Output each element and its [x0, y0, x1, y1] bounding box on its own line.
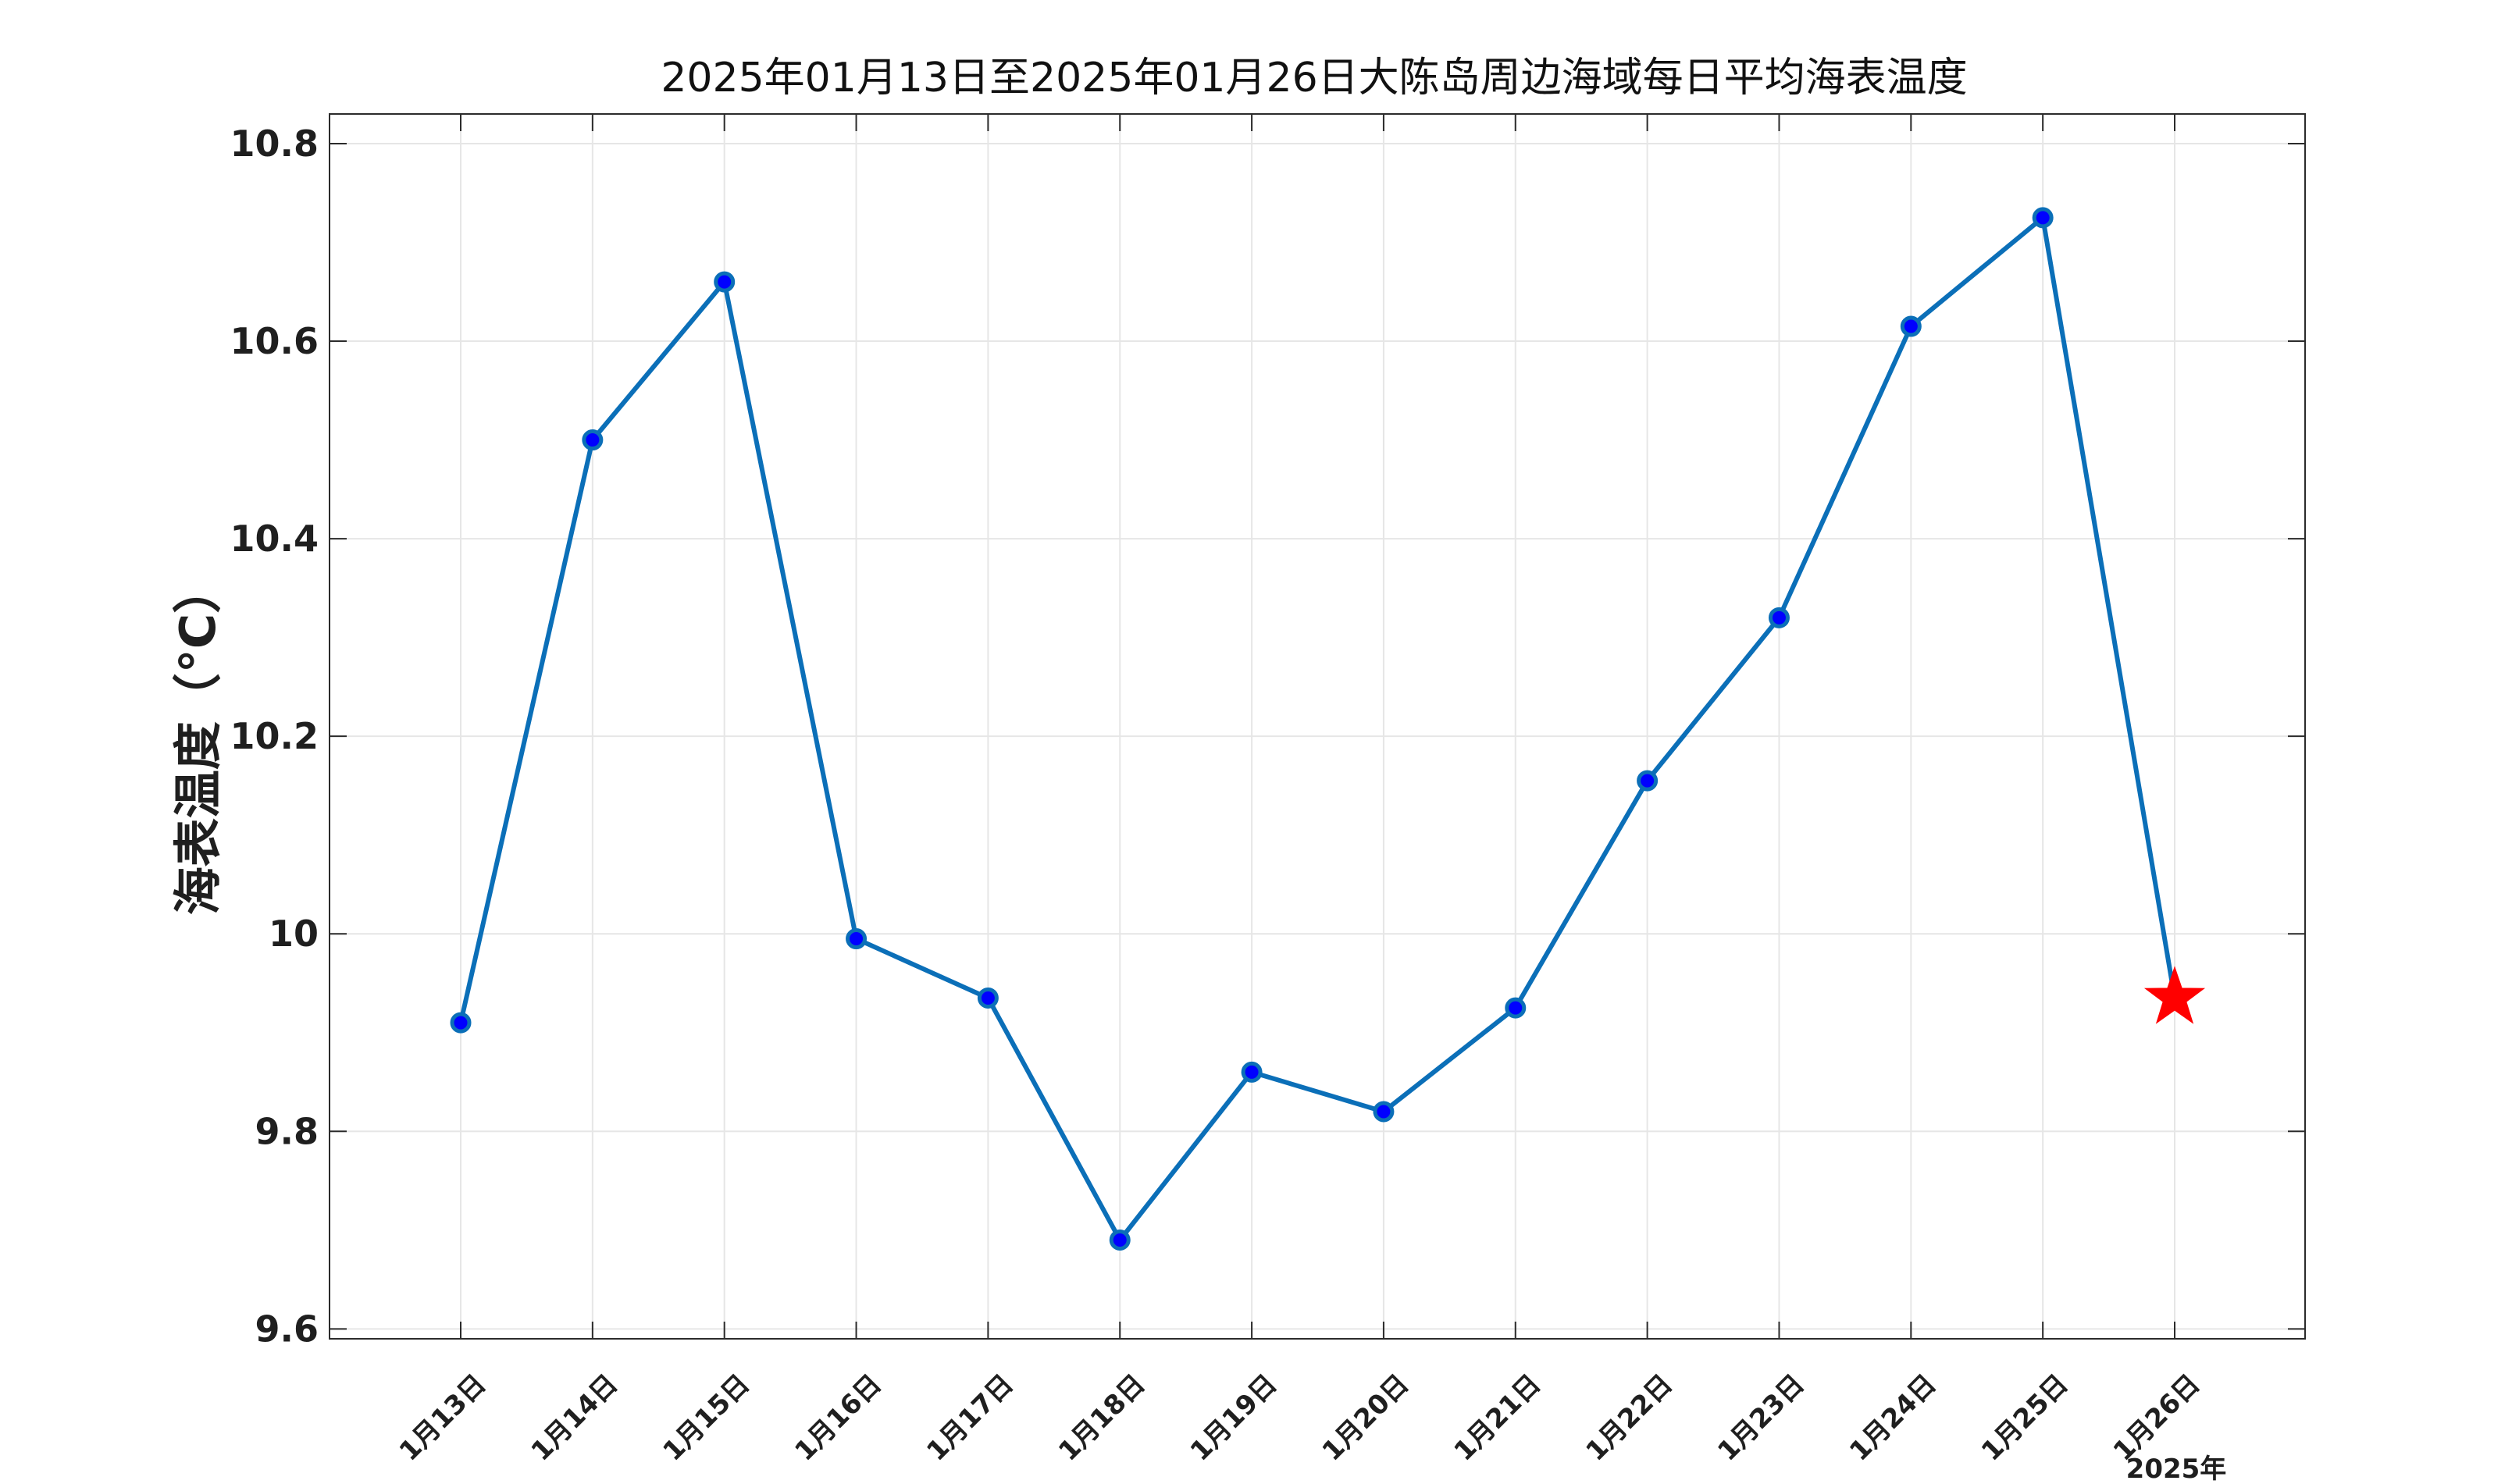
series-layer — [450, 207, 2206, 1251]
highlight-star-marker — [2143, 966, 2206, 1024]
x-tick-label: 1月13日 — [394, 1368, 493, 1468]
y-tick-label: 10.4 — [230, 518, 319, 560]
y-axis-label: 海表温度（°C） — [169, 565, 226, 916]
x-tick-label: 1月18日 — [1053, 1368, 1152, 1468]
x-tick-label: 1月20日 — [1317, 1368, 1416, 1468]
data-point-marker — [1637, 770, 1659, 792]
x-tick-label: 1月16日 — [789, 1368, 888, 1468]
x-tick-label: 1月25日 — [1976, 1368, 2075, 1468]
x-tick-label: 1月19日 — [1185, 1368, 1284, 1468]
data-point-marker — [1768, 607, 1790, 628]
y-tick-label: 10 — [269, 913, 319, 955]
x-tick-label: 1月17日 — [921, 1368, 1020, 1468]
y-tick-label: 9.6 — [255, 1308, 319, 1350]
series-line — [458, 215, 2177, 1243]
data-point-marker — [977, 987, 999, 1009]
data-point-marker — [450, 1012, 472, 1034]
x-axis-year-label: 2025年 — [2126, 1454, 2227, 1484]
data-point-marker — [1241, 1061, 1263, 1083]
x-tick-label: 1月26日 — [2108, 1368, 2207, 1468]
data-point-marker — [2032, 207, 2054, 229]
x-tick-label: 1月14日 — [526, 1368, 625, 1468]
x-tick-label: 1月24日 — [1844, 1368, 1943, 1468]
x-tick-label: 1月21日 — [1448, 1368, 1548, 1468]
chart-title: 2025年01月13日至2025年01月26日大陈岛周边海域每日平均海表温度 — [661, 55, 1967, 101]
data-point-marker — [582, 429, 604, 451]
data-point-marker — [1900, 315, 1922, 337]
x-tick-label: 1月15日 — [657, 1368, 756, 1468]
data-point-marker — [1109, 1229, 1131, 1251]
grid-layer — [330, 114, 2305, 1339]
data-point-marker — [714, 271, 736, 293]
data-point-marker — [1373, 1101, 1395, 1123]
data-point-marker — [846, 928, 868, 950]
x-tick-label: 1月23日 — [1712, 1368, 1811, 1468]
plot-frame — [329, 113, 2306, 1340]
y-tick-label: 10.2 — [230, 715, 319, 757]
data-point-marker — [1505, 997, 1527, 1019]
y-tick-label: 10.8 — [230, 123, 319, 165]
x-tick-label: 1月22日 — [1580, 1368, 1679, 1468]
tick-layer: 9.6 9.8 10 10.2 10.4 10.6 10.8 1月13日 1月14日 1月15日 1… — [230, 114, 2305, 1468]
y-tick-label: 10.6 — [230, 320, 319, 362]
y-tick-label: 9.8 — [255, 1110, 319, 1152]
